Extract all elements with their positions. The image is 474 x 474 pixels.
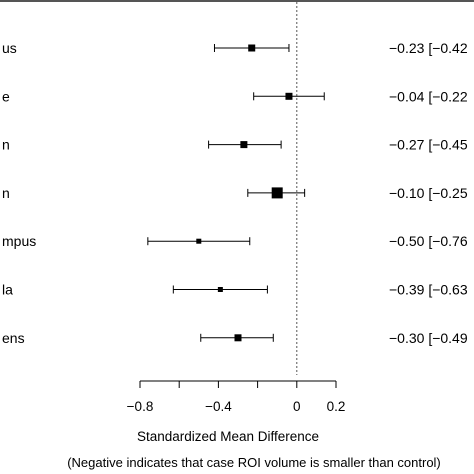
- row-label: la: [2, 282, 13, 298]
- effect-estimates: [147, 44, 325, 342]
- point-estimate: [240, 141, 248, 149]
- point-estimate: [196, 238, 202, 244]
- effect-value-text: −0.30 [−0.49: [389, 330, 468, 346]
- x-axis-title: Standardized Mean Difference: [137, 429, 319, 444]
- x-tick-label: 0: [293, 399, 301, 414]
- row-labels: us e n n mpus la ens: [2, 40, 36, 346]
- row-label: ens: [2, 330, 25, 346]
- row-label: mpus: [2, 233, 36, 249]
- point-estimate: [271, 187, 283, 199]
- effect-value-text: −0.23 [−0.42: [389, 40, 468, 56]
- point-estimate: [285, 92, 293, 100]
- effect-values: −0.23 [−0.42 −0.04 [−0.22 −0.27 [−0.45 −0.1…: [389, 40, 468, 346]
- row-label: e: [2, 88, 10, 104]
- row-label: n: [2, 137, 10, 153]
- effect-value-text: −0.04 [−0.22: [389, 88, 468, 104]
- point-estimate: [248, 44, 256, 52]
- point-estimate: [234, 334, 242, 342]
- x-axis: −0.8 −0.4 0 0.2: [127, 380, 346, 414]
- row-label: n: [2, 185, 10, 201]
- effect-value-text: −0.10 [−0.25: [389, 185, 468, 201]
- x-tick-label: −0.8: [127, 399, 154, 414]
- x-tick-label: −0.4: [205, 399, 232, 414]
- effect-value-text: −0.27 [−0.45: [389, 137, 468, 153]
- x-axis-note: (Negative indicates that case ROI volume…: [67, 455, 441, 470]
- effect-value-text: −0.39 [−0.63: [389, 282, 468, 298]
- x-tick-label: 0.2: [327, 399, 346, 414]
- point-estimate: [217, 287, 223, 292]
- row-label: us: [2, 40, 17, 56]
- effect-value-text: −0.50 [−0.76: [389, 233, 468, 249]
